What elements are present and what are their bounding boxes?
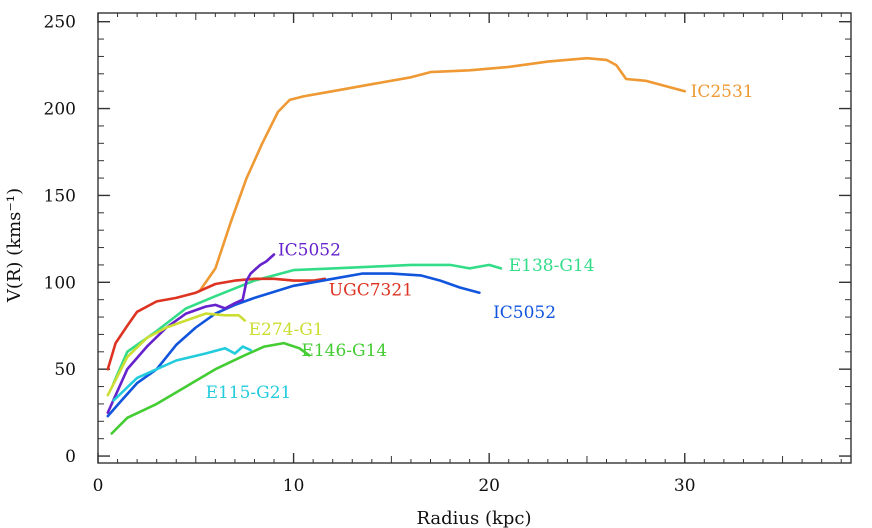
series-label-e115-g21-7: E115-G21 — [206, 383, 292, 403]
x-tick-label: 30 — [674, 476, 696, 496]
series-group — [106, 56, 687, 435]
y-tick-label: 50 — [54, 360, 76, 380]
y-tick-label: 200 — [44, 100, 76, 120]
series-line-e138-g14-1 — [112, 263, 503, 385]
series-line-ic2531-0 — [198, 56, 687, 293]
y-tick-label: 250 — [44, 13, 76, 33]
tick-marks — [97, 13, 851, 463]
series-label-e146-g14-6: E146-G14 — [301, 341, 387, 361]
series-label-ugc7321-2: UGC7321 — [329, 280, 413, 300]
series-line-ugc7321-2 — [106, 277, 327, 371]
series-label-e274-g1-5: E274-G1 — [249, 320, 324, 340]
series-line-e115-g21-7 — [112, 345, 252, 402]
x-tick-label: 20 — [478, 476, 500, 496]
x-tick-label: 10 — [283, 476, 305, 496]
plot-frame — [97, 12, 852, 464]
tick-labels: 0 10 20 30 0 50 100 150 200 250 — [44, 13, 696, 496]
x-tick-label: 0 — [93, 476, 104, 496]
y-axis-label: V(R) (kms⁻¹) — [4, 188, 25, 303]
series-label-ic5052-4: IC5052 — [278, 240, 341, 260]
series-line-e274-g1-5 — [106, 312, 246, 397]
series-label-ic2531-0: IC2531 — [691, 82, 754, 102]
series-line-e146-g14-6 — [110, 341, 311, 435]
series-line-ic5052-4 — [106, 253, 276, 414]
y-tick-label: 0 — [65, 447, 76, 467]
series-label-ic5052-3: IC5052 — [493, 303, 556, 323]
x-axis-label: Radius (kpc) — [416, 508, 531, 528]
series-line-ic5052-3 — [106, 272, 481, 418]
curve-labels: IC2531 E138-G14 UGC7321 IC5052 IC5052 E274-G1… — [206, 82, 754, 403]
y-tick-label: 100 — [44, 273, 76, 293]
series-label-e138-g14-1: E138-G14 — [509, 256, 595, 276]
y-tick-label: 150 — [44, 186, 76, 206]
